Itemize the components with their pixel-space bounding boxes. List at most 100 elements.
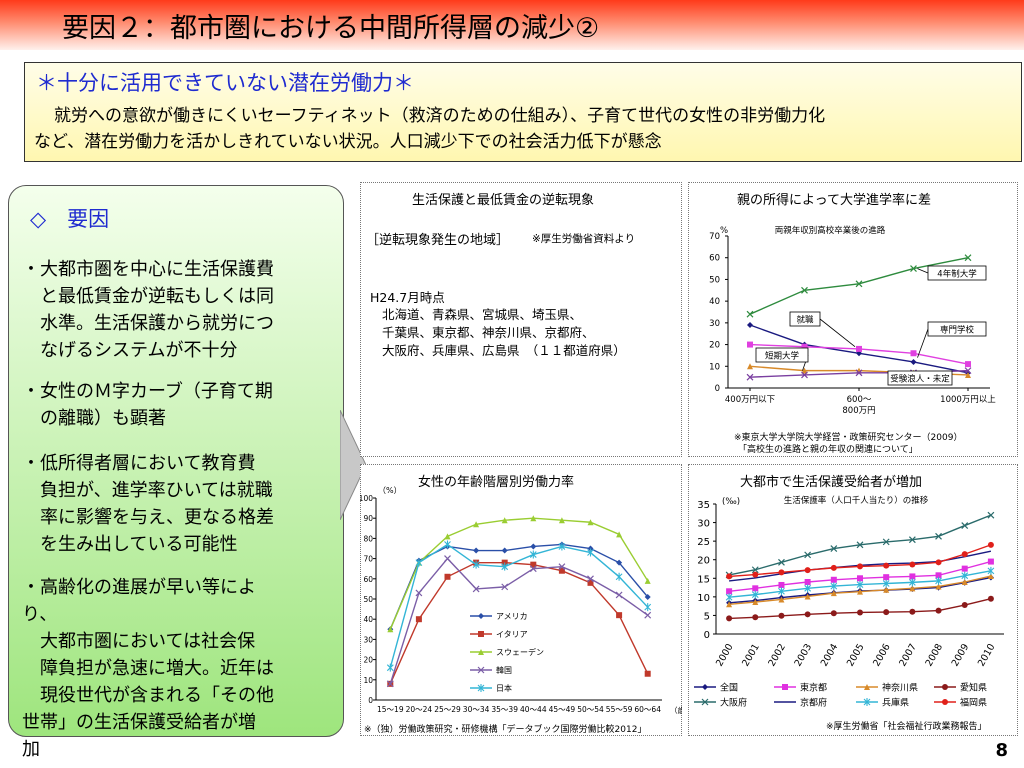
- legend-label: 全国: [720, 682, 738, 694]
- data-point: [587, 545, 594, 552]
- panel3-note: ※（独）労働政策研究・研修機構「データブック国際労働比較2012」: [364, 725, 647, 735]
- legend-label: スウェーデン: [496, 647, 544, 657]
- data-point: [387, 626, 394, 633]
- data-point: [702, 684, 708, 690]
- data-point: [501, 562, 509, 571]
- chart-university-rate: 両親年収別高校卒業後の進路% 0 10 20 30 40 50 60 70 400万円以下 600～…: [709, 225, 996, 416]
- data-point: [987, 541, 994, 548]
- factor-item: ・低所得者層において教育費 負担が、進学率ひいては就職 率に影響を与え、更なる格…: [22, 450, 340, 558]
- y-tick-label: 40: [709, 297, 720, 307]
- callout-box: [755, 347, 809, 363]
- data-point: [747, 363, 753, 370]
- x-tick-label: 2006: [871, 642, 893, 668]
- summary-body: 就労への意欲が働きにくいセーフティネット（救済のための仕組み）、子育て世代の女性…: [34, 103, 1014, 155]
- x-tick-label: 30～34: [463, 705, 490, 714]
- callout-box: [927, 321, 987, 337]
- summary-heading: ＊十分に活用できていない潜在労働力＊: [36, 71, 414, 95]
- data-point: [778, 581, 785, 588]
- data-point: [883, 574, 890, 581]
- data-point: [801, 371, 808, 379]
- x-tick-label: 2001: [740, 642, 762, 668]
- data-point: [751, 566, 759, 574]
- y-tick-label: 10: [709, 362, 720, 372]
- y-tick-label: 35: [697, 500, 710, 511]
- callout-box: [927, 265, 987, 281]
- factor-line: ・大都市圏を中心に生活保護費: [22, 259, 274, 280]
- summary-line-2: など、潜在労働力を活かしきれていない状況。人口減少下での社会活力低下が懸念: [34, 132, 662, 152]
- data-point: [558, 542, 566, 551]
- y-tick-label: 25: [697, 537, 710, 548]
- factors-box: [8, 185, 344, 737]
- factors-heading: ◇ 要因: [30, 207, 110, 231]
- factor-line: と最低賃金が逆転もしくは同: [22, 286, 274, 307]
- x-tick-label: 800万円: [842, 406, 875, 416]
- data-point: [882, 538, 890, 546]
- data-point: [587, 579, 594, 586]
- data-point: [478, 613, 484, 619]
- data-point: [530, 543, 537, 550]
- data-point: [804, 611, 811, 618]
- data-point: [935, 559, 942, 566]
- data-point: [778, 587, 785, 596]
- data-point: [587, 548, 594, 557]
- data-point: [782, 684, 788, 690]
- y-axis-label: （%）: [378, 486, 402, 495]
- data-point: [857, 563, 863, 570]
- panel4-title: 大都市で生活保護受給者が増加: [740, 475, 923, 490]
- data-point: [935, 607, 942, 614]
- y-tick-label: 20: [363, 656, 373, 665]
- data-point: [856, 541, 864, 549]
- factor-line: り、: [22, 604, 58, 625]
- data-point: [910, 358, 917, 365]
- right-arrow-icon: [340, 410, 366, 520]
- data-point: [478, 649, 484, 655]
- data-point: [830, 590, 837, 597]
- x-tick-label: 400万円以下: [725, 395, 776, 405]
- title-bar: [0, 0, 1024, 50]
- data-point: [472, 560, 480, 569]
- y-axis-label: %: [720, 226, 728, 236]
- data-point: [961, 522, 969, 529]
- data-point: [987, 558, 994, 565]
- series-line: [389, 543, 649, 668]
- data-point: [910, 265, 917, 272]
- data-point: [558, 517, 565, 524]
- callout-line: [917, 268, 929, 274]
- callout-text: 受験浪人・未定: [890, 374, 950, 385]
- data-point: [747, 322, 753, 329]
- y-tick-label: 100: [360, 494, 373, 503]
- data-point: [987, 595, 994, 602]
- data-point: [804, 593, 811, 600]
- legend-label: 神奈川県: [882, 682, 918, 694]
- data-point: [746, 373, 754, 381]
- data-point: [616, 531, 623, 538]
- panel2-note-2: 「高校生の進路と親の年収の関連について」: [738, 445, 918, 455]
- data-point: [935, 532, 942, 540]
- data-point: [587, 575, 594, 583]
- data-point: [961, 565, 968, 572]
- x-axis-label: （歳）: [670, 705, 682, 715]
- factor-line: ・女性のＭ字カーブ（子育て期: [22, 381, 273, 402]
- y-tick-label: 90: [363, 514, 373, 523]
- data-point: [778, 612, 785, 619]
- data-point: [830, 610, 837, 617]
- callout-box: [887, 370, 953, 386]
- data-point: [935, 583, 942, 590]
- data-point: [942, 684, 948, 690]
- y-tick-label: 10: [697, 593, 710, 604]
- y-tick-label: 30: [709, 319, 720, 329]
- series-line: [389, 557, 649, 685]
- data-point: [987, 511, 995, 519]
- data-point: [965, 371, 971, 378]
- panel2-note-1: ※東京大学大学院大学経営・政策研究センター（2009）: [734, 433, 963, 443]
- series-line: [389, 517, 649, 630]
- callout-line: [819, 318, 856, 348]
- data-point: [830, 564, 837, 571]
- data-point: [908, 536, 916, 544]
- data-point: [935, 576, 942, 585]
- data-point: [444, 573, 451, 580]
- data-point: [804, 567, 811, 574]
- y-tick-label: 20: [709, 341, 720, 351]
- data-point: [725, 593, 733, 602]
- factor-line: の離職）も顕著: [22, 408, 166, 429]
